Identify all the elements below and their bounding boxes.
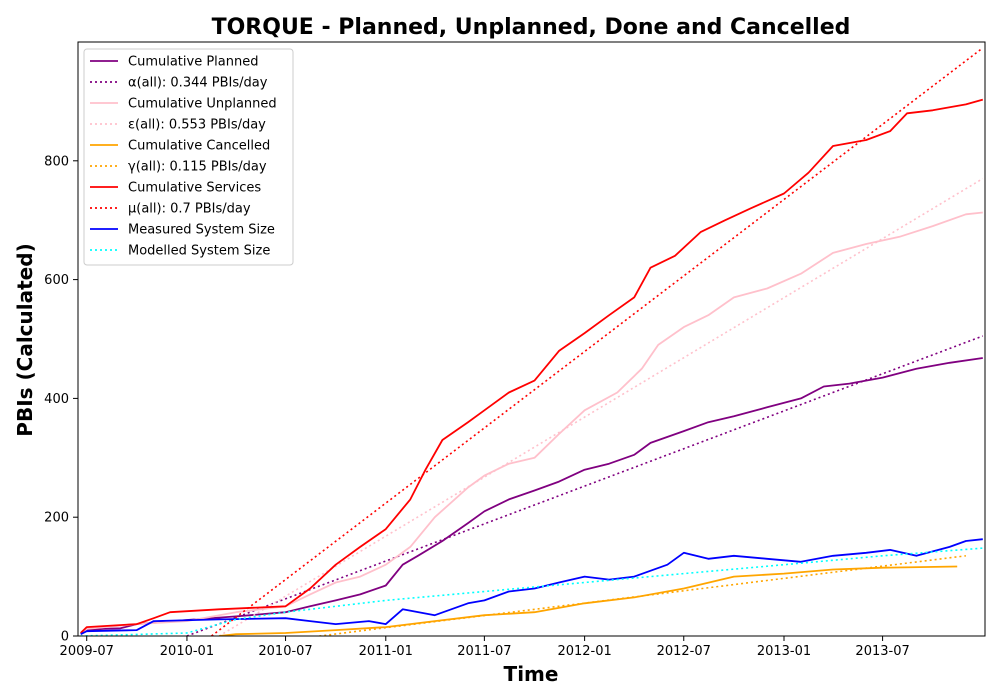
series-line-4 bbox=[219, 565, 958, 636]
x-axis: 2009-07 2010-01 2010-07 2011-01 2011-07 2012-… bbox=[60, 636, 910, 659]
series-line-3 bbox=[218, 177, 984, 636]
y-axis-label: PBIs (Calculated) bbox=[13, 243, 37, 436]
x-tick-label-1: 2010-01 bbox=[160, 644, 214, 659]
legend-label-4: Cumulative Cancelled bbox=[128, 139, 270, 154]
plot-frame bbox=[77, 41, 986, 637]
x-tick-label-4: 2011-07 bbox=[457, 644, 511, 659]
legend-label-1: α(all): 0.344 PBIs/day bbox=[128, 76, 268, 91]
legend-label-8: Measured System Size bbox=[128, 223, 275, 238]
series-line-7 bbox=[211, 47, 984, 636]
legend-label-0: Cumulative Planned bbox=[128, 55, 258, 70]
series-line-9 bbox=[80, 547, 983, 636]
y-tick-label-1: 200 bbox=[44, 511, 69, 526]
y-axis: 0 200 400 600 800 bbox=[44, 154, 78, 645]
series-layer bbox=[80, 47, 984, 636]
x-tick-label-0: 2009-07 bbox=[60, 644, 114, 659]
series-line-5 bbox=[319, 555, 966, 636]
chart-title: TORQUE - Planned, Unplanned, Done and Ca… bbox=[212, 15, 851, 40]
series-line-1 bbox=[186, 335, 984, 636]
x-tick-label-7: 2013-01 bbox=[757, 644, 811, 659]
x-tick-label-8: 2013-07 bbox=[855, 644, 909, 659]
x-tick-label-5: 2012-01 bbox=[557, 644, 611, 659]
legend-label-2: Cumulative Unplanned bbox=[128, 97, 277, 112]
y-tick-label-0: 0 bbox=[61, 630, 69, 645]
y-tick-label-2: 400 bbox=[44, 392, 69, 407]
x-tick-label-2: 2010-07 bbox=[258, 644, 312, 659]
series-line-6 bbox=[80, 98, 984, 634]
legend-label-9: Modelled System Size bbox=[128, 244, 270, 259]
y-tick-label-3: 600 bbox=[44, 273, 69, 288]
legend-label-5: γ(all): 0.115 PBIs/day bbox=[128, 160, 267, 175]
legend-label-6: Cumulative Services bbox=[128, 181, 261, 196]
x-tick-label-6: 2012-07 bbox=[657, 644, 711, 659]
x-axis-label: Time bbox=[504, 662, 559, 686]
legend: Cumulative Planned α(all): 0.344 PBIs/day… bbox=[83, 48, 294, 266]
series-line-8 bbox=[80, 538, 983, 636]
legend-label-3: ε(all): 0.553 PBIs/day bbox=[128, 118, 266, 133]
x-tick-label-3: 2011-01 bbox=[359, 644, 413, 659]
legend-box bbox=[83, 48, 294, 266]
legend-label-7: μ(all): 0.7 PBIs/day bbox=[128, 202, 251, 217]
y-tick-label-4: 800 bbox=[44, 154, 69, 169]
